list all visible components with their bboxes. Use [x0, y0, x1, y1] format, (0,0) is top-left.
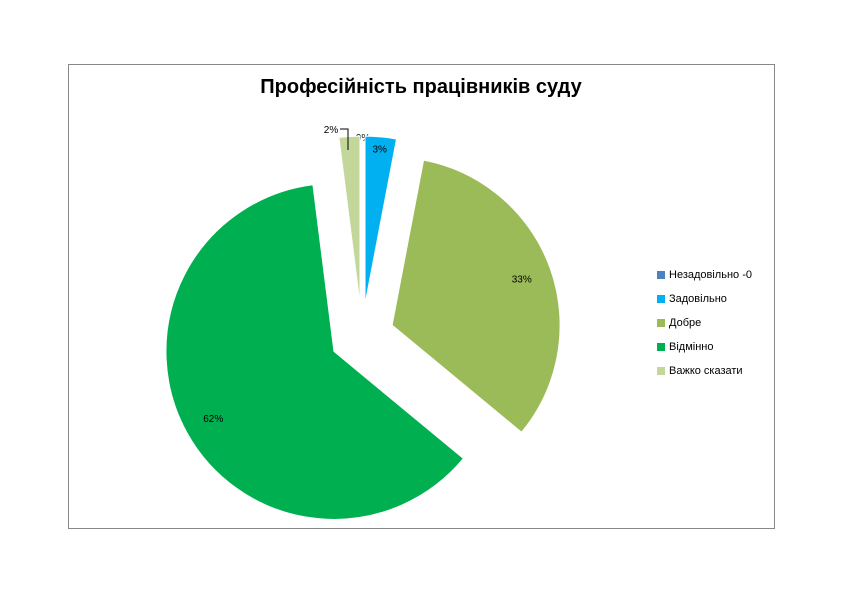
pie-slice — [364, 135, 398, 305]
legend-swatch — [657, 343, 665, 351]
legend-swatch — [657, 271, 665, 279]
legend-swatch — [657, 295, 665, 303]
legend-item: Відмінно — [657, 335, 752, 359]
legend: Незадовільно -0 Задовільно Добре Відмінн… — [657, 263, 752, 383]
legend-label: Добре — [669, 317, 702, 329]
legend-swatch — [657, 367, 665, 375]
leader-line — [340, 128, 349, 150]
data-label: 0% — [356, 133, 371, 144]
legend-label: Відмінно — [669, 341, 714, 353]
legend-item: Незадовільно -0 — [657, 263, 752, 287]
data-label: 33% — [512, 274, 532, 285]
legend-item: Важко сказати — [657, 359, 752, 383]
pie-slice — [391, 159, 561, 433]
legend-label: Важко сказати — [669, 365, 743, 377]
legend-label: Незадовільно -0 — [669, 269, 752, 281]
legend-item: Добре — [657, 311, 752, 335]
data-label: 2% — [324, 125, 339, 136]
legend-swatch — [657, 319, 665, 327]
legend-item: Задовільно — [657, 287, 752, 311]
legend-label: Задовільно — [669, 293, 727, 305]
pie-slice — [165, 184, 465, 520]
data-label: 62% — [203, 414, 223, 425]
chart-title: Професійність працівників суду — [260, 76, 582, 98]
pie-slice — [338, 135, 361, 305]
data-label: 3% — [372, 145, 387, 156]
